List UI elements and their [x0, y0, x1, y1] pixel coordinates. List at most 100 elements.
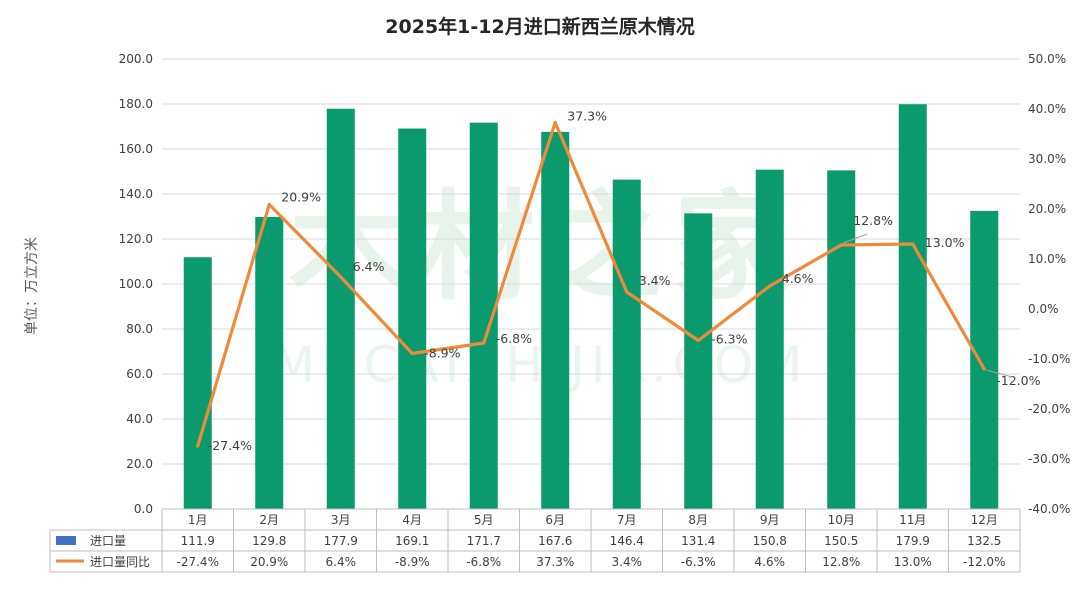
- y-axis-right: -40.0% -30.0% -20.0% -10.0% 0.0% 10.0% 20.0% 30…: [1028, 52, 1070, 516]
- line-data-label: -27.4%: [208, 438, 252, 453]
- line-point: [339, 275, 343, 279]
- line-point: [696, 338, 700, 343]
- line-data-label: 13.0%: [925, 235, 965, 250]
- table-cell: 3.4%: [612, 555, 643, 569]
- x-tick-label: 11月: [899, 513, 926, 527]
- y2-tick-label: 10.0%: [1028, 252, 1066, 266]
- table-cell: 6.4%: [326, 555, 357, 569]
- y-tick-label: 40.0: [126, 412, 153, 426]
- x-tick-label: 8月: [688, 513, 708, 527]
- bar: [255, 216, 284, 509]
- line-point: [267, 202, 271, 207]
- bar: [755, 169, 784, 509]
- chart-title: 2025年1-12月进口新西兰原木情况: [385, 15, 694, 38]
- bar: [612, 179, 641, 509]
- line-point: [482, 341, 486, 345]
- bar: [541, 131, 570, 509]
- table-cell: 37.3%: [536, 555, 574, 569]
- table-cell: -8.9%: [395, 555, 430, 569]
- y-tick-label: 60.0: [126, 367, 153, 381]
- line-data-label: 4.6%: [782, 271, 814, 286]
- table-cell: 179.9: [896, 534, 930, 548]
- y-axis-left: 0.0 20.0 40.0 60.0 80.0 100.0 120.0 140.0 160.0 1…: [119, 52, 153, 516]
- table-cell: -12.0%: [963, 555, 1005, 569]
- x-tick-label: 4月: [402, 513, 422, 527]
- y-tick-label: 20.0: [126, 457, 153, 471]
- bar: [684, 213, 713, 509]
- y2-tick-label: 30.0%: [1028, 152, 1066, 166]
- line-data-label: 3.4%: [639, 273, 671, 288]
- bar-series: [183, 104, 999, 510]
- y-tick-label: 160.0: [119, 142, 153, 156]
- table-cell: 177.9: [324, 534, 358, 548]
- table-cell: 111.9: [181, 534, 215, 548]
- line-series: -27.4% 20.9% 6.4% -8.9% -6.8% 37.3% 3.4% -6.3% 4…: [196, 109, 1041, 453]
- gridlines: [162, 58, 1020, 510]
- table-cell: 131.4: [681, 534, 715, 548]
- y2-tick-label: 50.0%: [1028, 52, 1066, 66]
- x-tick-label: 5月: [474, 513, 494, 527]
- y-tick-label: 140.0: [119, 187, 153, 201]
- y-tick-label: 100.0: [119, 277, 153, 291]
- x-tick-label: 6月: [545, 513, 565, 527]
- x-tick-label: 7月: [617, 513, 637, 527]
- line-data-label: 6.4%: [353, 259, 385, 274]
- x-tick-label: 10月: [828, 513, 855, 527]
- line-point: [982, 367, 986, 371]
- line-point: [768, 284, 772, 288]
- x-tick-label: 9月: [760, 513, 780, 527]
- y-tick-label: 120.0: [119, 232, 153, 246]
- bar: [398, 128, 427, 509]
- table-cell: 167.6: [538, 534, 572, 548]
- bar: [183, 257, 212, 509]
- bar: [827, 170, 856, 509]
- table-cell: -27.4%: [177, 555, 219, 569]
- table-cell: 12.8%: [822, 555, 860, 569]
- bar: [326, 108, 355, 509]
- table-cell: 150.5: [824, 534, 858, 548]
- bar: [970, 210, 999, 509]
- line-point: [839, 243, 843, 247]
- leader-line: [986, 369, 1013, 378]
- table-cell: 13.0%: [894, 555, 932, 569]
- table-cell: 171.7: [467, 534, 501, 548]
- y2-tick-label: -30.0%: [1028, 452, 1070, 466]
- bar: [898, 104, 927, 509]
- line-data-label: -12.0%: [996, 373, 1040, 388]
- table-cell: 129.8: [252, 534, 286, 548]
- line-point: [553, 120, 557, 125]
- line-data-label: -6.3%: [711, 332, 747, 347]
- line-path: [196, 120, 986, 448]
- table-cell: 146.4: [610, 534, 644, 548]
- legend-label-bar: 进口量: [90, 534, 126, 548]
- line-point: [911, 242, 915, 246]
- line-data-label: 12.8%: [853, 213, 893, 228]
- line-point: [625, 290, 629, 294]
- table-cell: 150.8: [753, 534, 787, 548]
- y2-tick-label: 20.0%: [1028, 202, 1066, 216]
- legend-swatch-bar: [56, 536, 76, 545]
- line-data-label: -8.9%: [424, 346, 460, 361]
- line-point: [410, 351, 414, 356]
- table-cell: -6.8%: [466, 555, 501, 569]
- line-data-label: 37.3%: [567, 109, 607, 124]
- line-point: [196, 444, 200, 448]
- y2-tick-label: 0.0%: [1028, 302, 1059, 316]
- line-data-label: 20.9%: [281, 190, 321, 205]
- legend-label-line: 进口量同比: [90, 555, 150, 569]
- table-cell: 20.9%: [250, 555, 288, 569]
- watermark-sub: MUCAIZHIJIA.COM: [272, 336, 808, 394]
- table-cell: 132.5: [967, 534, 1001, 548]
- x-tick-label: 12月: [971, 513, 998, 527]
- y-tick-label: 180.0: [119, 97, 153, 111]
- table-cell: 4.6%: [755, 555, 786, 569]
- line-data-label: -6.8%: [496, 331, 532, 346]
- y2-tick-label: 40.0%: [1028, 102, 1066, 116]
- y2-tick-label: -10.0%: [1028, 352, 1070, 366]
- y2-tick-label: -40.0%: [1028, 502, 1070, 516]
- y2-tick-label: -20.0%: [1028, 402, 1070, 416]
- y-tick-label: 0.0: [134, 502, 153, 516]
- leader-line: [843, 233, 868, 244]
